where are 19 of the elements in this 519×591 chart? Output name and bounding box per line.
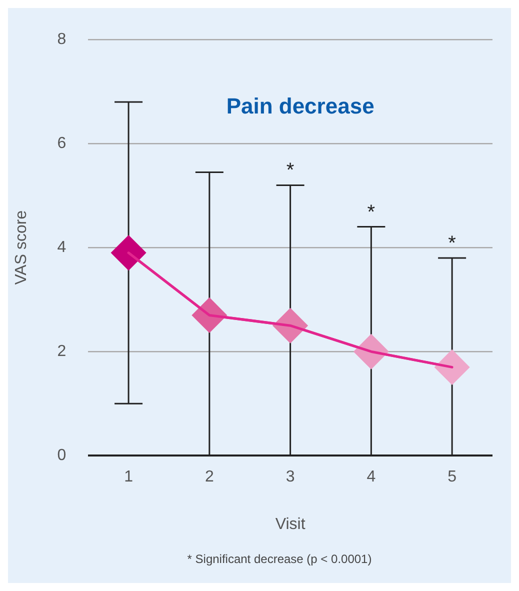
annotation: * — [367, 201, 376, 224]
text: * Significant decrease (p < 0.0001) — [186, 552, 373, 566]
x-tick-label: 2 — [204, 468, 214, 486]
y-tick-label: 8 — [57, 31, 66, 48]
x-tick-label: 3 — [286, 468, 295, 486]
y-tick-label: 2 — [57, 343, 66, 360]
y-tick-label: 0 — [57, 447, 66, 464]
annotation: * — [448, 232, 456, 255]
y-axis-title: VAS score — [13, 210, 30, 285]
x-tick-label: 4 — [366, 468, 376, 486]
y-tick-label: 4 — [57, 239, 66, 256]
text: Pain decrease — [226, 94, 374, 119]
x-tick-label: 1 — [124, 468, 134, 486]
point — [434, 350, 470, 384]
annotation: * — [286, 160, 294, 182]
point — [111, 236, 146, 270]
y-tick-label: 6 — [57, 135, 66, 152]
x-tick-label: 5 — [448, 468, 457, 486]
x-axis-title: Visit — [275, 516, 306, 533]
